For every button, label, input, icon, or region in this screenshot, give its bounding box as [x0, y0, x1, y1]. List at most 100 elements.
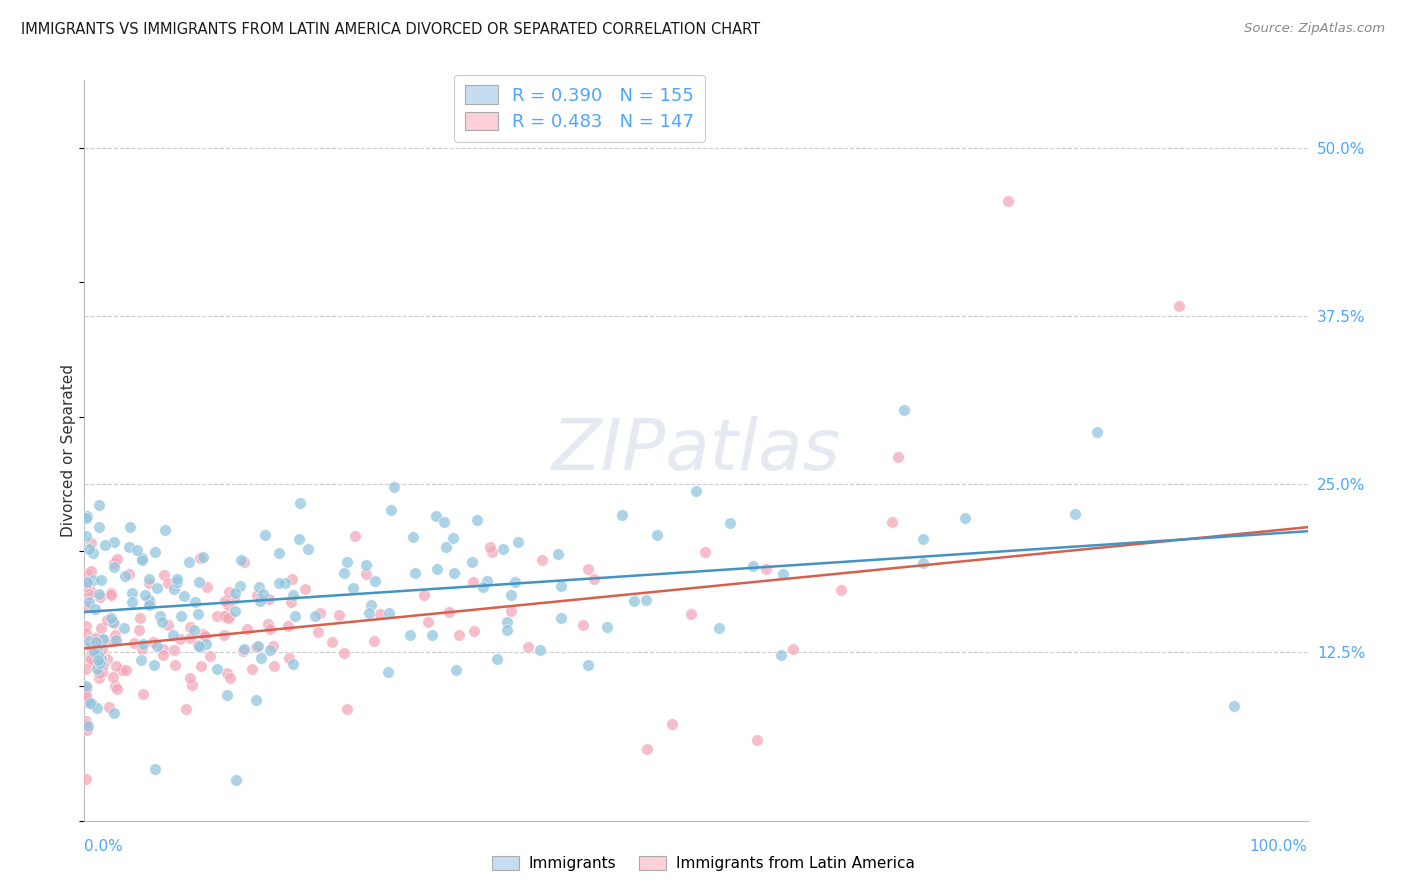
- Point: [77, 693, 100, 707]
- Point: [145, 639, 167, 653]
- Point: [83, 602, 105, 616]
- Point: [87, 652, 110, 666]
- Point: [75, 511, 97, 525]
- Point: [297, 541, 319, 556]
- Point: [252, 587, 274, 601]
- Point: [214, 594, 236, 608]
- Point: [139, 596, 162, 610]
- Point: [76, 509, 98, 524]
- Point: [153, 568, 176, 582]
- Point: [499, 588, 522, 602]
- Point: [364, 574, 387, 588]
- Point: [146, 581, 169, 595]
- Point: [134, 588, 156, 602]
- Point: [679, 607, 702, 622]
- Point: [218, 671, 240, 685]
- Point: [128, 624, 150, 638]
- Point: [89, 671, 111, 685]
- Point: [547, 547, 569, 561]
- Text: ZIPatlas: ZIPatlas: [551, 416, 841, 485]
- Point: [79, 648, 101, 663]
- Point: [1223, 699, 1246, 714]
- Point: [259, 622, 281, 636]
- Point: [75, 529, 97, 543]
- Point: [336, 555, 359, 569]
- Point: [80, 535, 103, 549]
- Point: [685, 483, 707, 498]
- Point: [90, 621, 112, 635]
- Point: [245, 693, 267, 707]
- Point: [177, 555, 200, 569]
- Point: [342, 581, 364, 595]
- Point: [75, 662, 97, 676]
- Point: [169, 632, 191, 646]
- Point: [709, 621, 731, 635]
- Point: [183, 623, 205, 637]
- Point: [125, 542, 148, 557]
- Point: [222, 591, 245, 606]
- Point: [336, 701, 359, 715]
- Point: [75, 772, 97, 786]
- Point: [416, 615, 439, 629]
- Point: [131, 550, 153, 565]
- Point: [529, 642, 551, 657]
- Point: [880, 515, 903, 529]
- Point: [636, 592, 658, 607]
- Point: [145, 545, 167, 559]
- Point: [412, 588, 434, 602]
- Point: [582, 572, 605, 586]
- Point: [91, 632, 114, 646]
- Point: [89, 498, 111, 512]
- Point: [481, 544, 503, 558]
- Point: [661, 716, 683, 731]
- Point: [328, 607, 350, 622]
- Point: [156, 618, 179, 632]
- Point: [471, 580, 494, 594]
- Point: [75, 689, 97, 703]
- Point: [75, 695, 97, 709]
- Point: [228, 579, 250, 593]
- Point: [86, 640, 108, 655]
- Point: [103, 633, 125, 648]
- Point: [105, 633, 128, 648]
- Point: [118, 540, 141, 554]
- Point: [343, 529, 366, 543]
- Point: [150, 615, 173, 629]
- Point: [86, 662, 108, 676]
- Point: [143, 762, 166, 776]
- Point: [105, 681, 128, 696]
- Point: [233, 642, 256, 657]
- Point: [288, 532, 311, 546]
- Point: [76, 723, 98, 737]
- Point: [96, 652, 118, 666]
- Point: [79, 696, 101, 710]
- Point: [422, 628, 444, 642]
- Point: [718, 516, 741, 530]
- Point: [90, 665, 112, 680]
- Point: [103, 560, 125, 574]
- Point: [114, 569, 136, 583]
- Point: [426, 562, 449, 576]
- Point: [887, 450, 910, 465]
- Point: [100, 588, 122, 602]
- Point: [360, 598, 382, 612]
- Point: [100, 586, 122, 600]
- Point: [693, 544, 716, 558]
- Point: [103, 556, 125, 570]
- Point: [93, 658, 115, 673]
- Point: [377, 665, 399, 679]
- Point: [401, 530, 423, 544]
- Point: [215, 666, 238, 681]
- Point: [1168, 300, 1191, 314]
- Point: [163, 643, 186, 657]
- Point: [75, 576, 97, 591]
- Point: [475, 574, 498, 588]
- Point: [217, 611, 239, 625]
- Point: [90, 665, 112, 680]
- Point: [269, 576, 291, 591]
- Point: [187, 607, 209, 622]
- Point: [263, 658, 285, 673]
- Point: [104, 628, 127, 642]
- Point: [354, 558, 377, 572]
- Point: [193, 550, 215, 565]
